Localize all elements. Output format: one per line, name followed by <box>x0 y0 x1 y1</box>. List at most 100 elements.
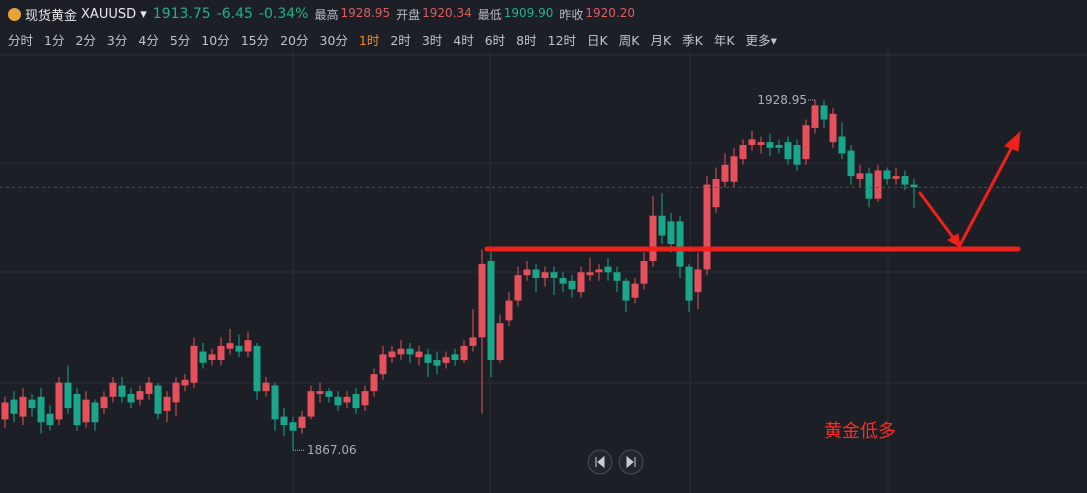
candle-body <box>235 345 243 352</box>
grid <box>0 50 1087 493</box>
candle-body <box>784 142 792 160</box>
candle-body <box>721 164 729 182</box>
interval-button[interactable]: 30分 <box>319 32 348 48</box>
candle-body <box>478 263 486 338</box>
candle-body <box>559 277 567 284</box>
interval-button[interactable]: 15分 <box>240 32 270 48</box>
candle-body <box>199 351 207 363</box>
candle-body <box>802 125 810 160</box>
candle-body <box>838 136 846 154</box>
prev-icon <box>595 455 605 469</box>
candle-body <box>244 340 252 352</box>
stat-label: 开盘 <box>396 7 421 22</box>
candle-body <box>757 142 765 145</box>
interval-button[interactable]: 20分 <box>280 32 309 48</box>
candle-body <box>127 393 135 403</box>
candle-body <box>892 176 900 179</box>
candle-body <box>217 345 225 361</box>
arrowhead <box>947 233 961 248</box>
candle-body <box>316 391 324 394</box>
interval-button[interactable]: 2分 <box>75 32 96 48</box>
candle-body <box>172 382 180 403</box>
candle-body <box>676 221 684 267</box>
price: 1913.75 <box>152 6 211 22</box>
interval-button[interactable]: 日K <box>587 32 608 48</box>
candle-body <box>109 382 117 397</box>
interval-button[interactable]: 3时 <box>421 32 443 48</box>
candle-body <box>694 269 702 293</box>
candle-body <box>793 144 801 165</box>
interval-button[interactable]: 5分 <box>169 32 191 48</box>
drawings <box>484 130 1021 252</box>
interval-button[interactable]: 12时 <box>547 32 577 48</box>
stat-label: 昨收 <box>559 7 584 22</box>
candle-body <box>136 391 144 400</box>
candle-body <box>874 170 882 199</box>
candle-body <box>622 280 630 301</box>
candle-body <box>73 393 81 426</box>
candle-body <box>46 413 54 426</box>
candle-body <box>397 348 405 355</box>
candle-body <box>532 269 540 278</box>
min-label: 1867.06 <box>307 443 357 457</box>
candle-body <box>469 337 477 346</box>
interval-button[interactable]: 2时 <box>390 32 411 48</box>
candle-body <box>28 399 36 409</box>
interval-button[interactable]: 1分 <box>44 32 65 48</box>
candle-body <box>370 374 378 392</box>
candle-body <box>190 345 198 383</box>
candle-body <box>163 396 171 411</box>
candle-body <box>361 391 369 406</box>
candle-body <box>91 402 99 423</box>
interval-button[interactable]: 3分 <box>106 32 128 48</box>
interval-button[interactable]: 更多▾ <box>745 32 777 48</box>
interval-button[interactable]: 10分 <box>201 32 230 48</box>
candle-body <box>487 260 495 361</box>
candle-body <box>325 391 333 397</box>
candle-body <box>604 266 612 273</box>
candle-body <box>55 382 63 420</box>
candle-body <box>901 176 909 185</box>
candle-body <box>883 170 891 179</box>
candle-body <box>460 345 468 361</box>
candle-body <box>829 113 837 143</box>
candle-body <box>685 266 693 301</box>
nav[interactable] <box>587 449 644 475</box>
candle-body <box>514 275 522 301</box>
candle-body <box>505 300 513 321</box>
candle-body <box>640 260 648 284</box>
interval-button[interactable]: 4分 <box>138 32 159 48</box>
candle-body <box>748 139 756 145</box>
stat-value: 1928.95 <box>340 5 391 20</box>
candle-body <box>100 396 108 409</box>
stat-value: 1920.20 <box>585 5 636 20</box>
interval-button[interactable]: 年K <box>713 32 735 48</box>
symbol[interactable]: XAUUSD ▾ <box>81 6 147 22</box>
candle-body <box>289 422 297 431</box>
candle-body <box>847 150 855 177</box>
interval-button[interactable]: 周K <box>618 32 640 48</box>
candle-body <box>649 215 657 261</box>
candle-body <box>550 272 558 278</box>
candle-body <box>262 382 270 392</box>
interval-button[interactable]: 8时 <box>516 32 537 48</box>
interval-button[interactable]: 月K <box>650 32 672 48</box>
candle-body <box>820 105 828 120</box>
change: -6.45 <box>216 6 253 22</box>
interval-button[interactable]: 4时 <box>453 32 474 48</box>
candle-body <box>595 269 603 273</box>
candle-body <box>145 382 153 394</box>
candle-body <box>811 105 819 128</box>
interval-button[interactable]: 分时 <box>8 32 34 48</box>
stats: 最高 1928.95 开盘 1920.34 最低 1909.90 昨收 1920.20 <box>314 6 641 23</box>
interval-button[interactable]: 季K <box>682 32 703 48</box>
candle-body <box>379 354 387 375</box>
candle-body <box>307 391 315 417</box>
candle-body <box>667 221 675 245</box>
interval-button[interactable]: 1时 <box>358 32 380 48</box>
candle-body <box>406 348 414 355</box>
candle-body <box>334 396 342 406</box>
interval-button[interactable]: 6时 <box>484 32 506 48</box>
candle-body <box>712 178 720 208</box>
